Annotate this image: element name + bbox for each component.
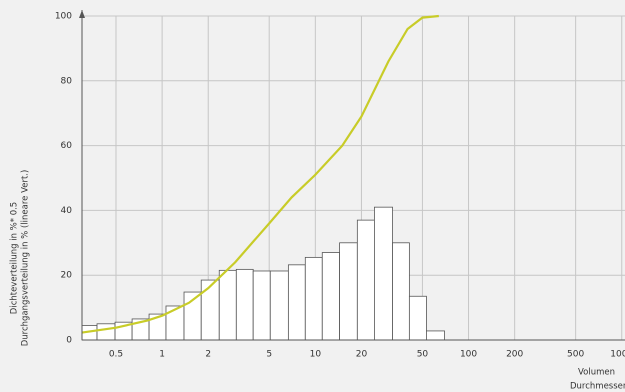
x-tick-label: 100 bbox=[460, 350, 477, 360]
bar bbox=[408, 295, 427, 341]
bar bbox=[200, 279, 220, 341]
x-tick-label: 5 bbox=[266, 350, 272, 360]
y-tick-label: 40 bbox=[61, 206, 73, 216]
x-tick-label: 2 bbox=[205, 350, 211, 360]
x-axis-label: Durchmesser/µm bbox=[570, 382, 625, 392]
x-tick-label: 200 bbox=[506, 350, 523, 360]
bar bbox=[374, 206, 393, 341]
cumulative-line bbox=[81, 14, 439, 334]
bar bbox=[304, 256, 323, 341]
bar bbox=[165, 305, 185, 341]
x-tick-label: 10 bbox=[310, 350, 322, 360]
bar bbox=[426, 330, 445, 341]
y-axis-arrow bbox=[79, 10, 85, 18]
bar bbox=[218, 269, 237, 341]
x-tick-label: 50 bbox=[417, 350, 429, 360]
y-tick-label: 80 bbox=[61, 76, 73, 86]
y-axis-label: Dichteverteilung in %* 0.5 bbox=[10, 202, 20, 314]
bar bbox=[235, 268, 254, 341]
y-tick-label: 100 bbox=[55, 12, 72, 22]
x-axis-label: Volumen bbox=[578, 368, 615, 378]
bar bbox=[287, 264, 306, 341]
bar bbox=[252, 270, 271, 341]
x-tick-label: 1 bbox=[159, 350, 165, 360]
x-tick-label: 500 bbox=[567, 350, 584, 360]
y-tick-label: 20 bbox=[61, 271, 73, 281]
bar bbox=[96, 323, 116, 341]
bar bbox=[339, 242, 358, 341]
bar bbox=[356, 219, 375, 341]
x-tick-label: 0.5 bbox=[109, 350, 123, 360]
x-tick-label: 20 bbox=[356, 350, 368, 360]
y-axis-label: Durchgangsverteilung in % (lineare Vert.… bbox=[21, 170, 31, 347]
bar bbox=[392, 242, 410, 341]
bar bbox=[321, 252, 340, 341]
bar bbox=[269, 270, 289, 341]
y-tick-label: 60 bbox=[61, 141, 73, 151]
y-tick-label: 0 bbox=[66, 336, 72, 346]
